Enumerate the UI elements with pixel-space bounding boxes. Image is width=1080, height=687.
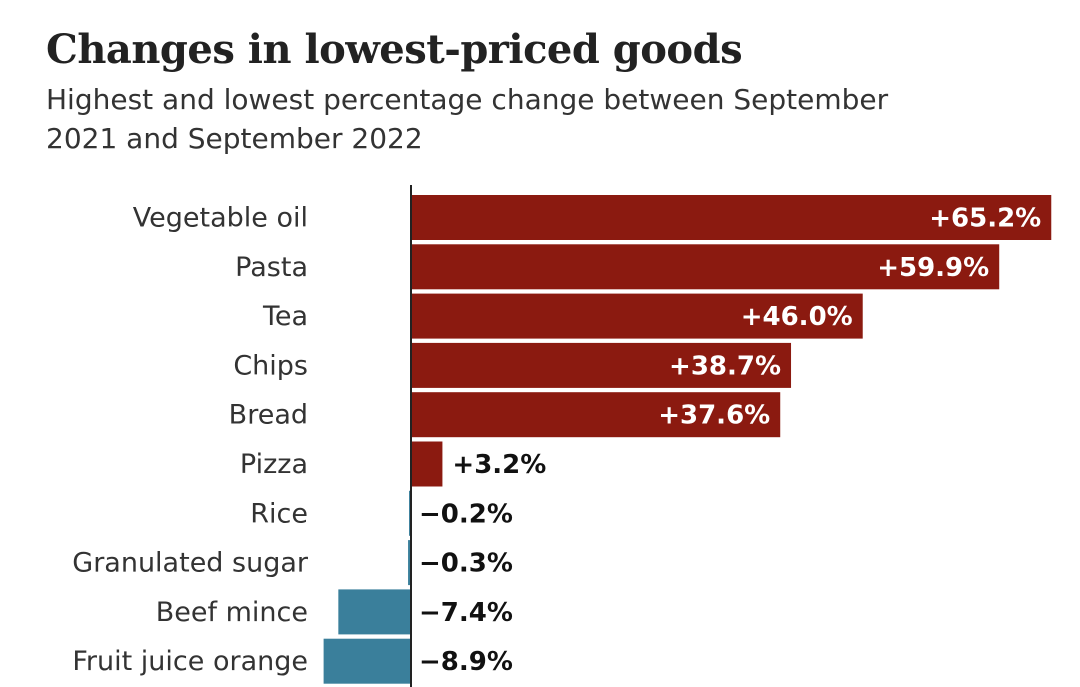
value-label-tea: +46.0% bbox=[741, 302, 853, 332]
category-label-pasta: Pasta bbox=[235, 252, 308, 283]
bar-pasta bbox=[411, 244, 1000, 290]
bar-granulated-sugar bbox=[408, 540, 411, 586]
value-label-vegetable-oil: +65.2% bbox=[929, 204, 1041, 234]
value-label-chips: +38.7% bbox=[669, 351, 781, 381]
category-label-fruit-juice-orange: Fruit juice orange bbox=[72, 646, 308, 677]
value-label-pasta: +59.9% bbox=[877, 253, 989, 283]
category-label-granulated-sugar: Granulated sugar bbox=[72, 548, 309, 579]
value-label-bread: +37.6% bbox=[658, 401, 770, 431]
bar-pizza bbox=[411, 441, 443, 487]
bar-vegetable-oil bbox=[411, 195, 1052, 240]
category-label-vegetable-oil: Vegetable oil bbox=[133, 203, 308, 234]
value-label-pizza: +3.2% bbox=[452, 450, 546, 480]
value-label-rice: −0.2% bbox=[419, 499, 513, 529]
category-label-chips: Chips bbox=[233, 350, 308, 381]
bar-tea bbox=[411, 293, 863, 339]
value-label-granulated-sugar: −0.3% bbox=[419, 549, 513, 579]
category-label-tea: Tea bbox=[262, 301, 308, 332]
bar-fruit-juice-orange bbox=[323, 638, 411, 684]
category-label-pizza: Pizza bbox=[240, 449, 308, 480]
category-label-rice: Rice bbox=[250, 498, 308, 529]
category-label-bread: Bread bbox=[229, 400, 308, 431]
value-label-fruit-juice-orange: −8.9% bbox=[419, 647, 513, 677]
value-label-beef-mince: −7.4% bbox=[419, 598, 513, 628]
bar-beef-mince bbox=[338, 589, 411, 635]
chart-title: Changes in lowest-priced goods bbox=[46, 26, 743, 73]
bar-bread bbox=[411, 392, 781, 438]
bar-chips bbox=[411, 342, 792, 388]
category-label-beef-mince: Beef mince bbox=[156, 597, 308, 628]
chart-subtitle: Highest and lowest percentage change bet… bbox=[46, 83, 889, 155]
